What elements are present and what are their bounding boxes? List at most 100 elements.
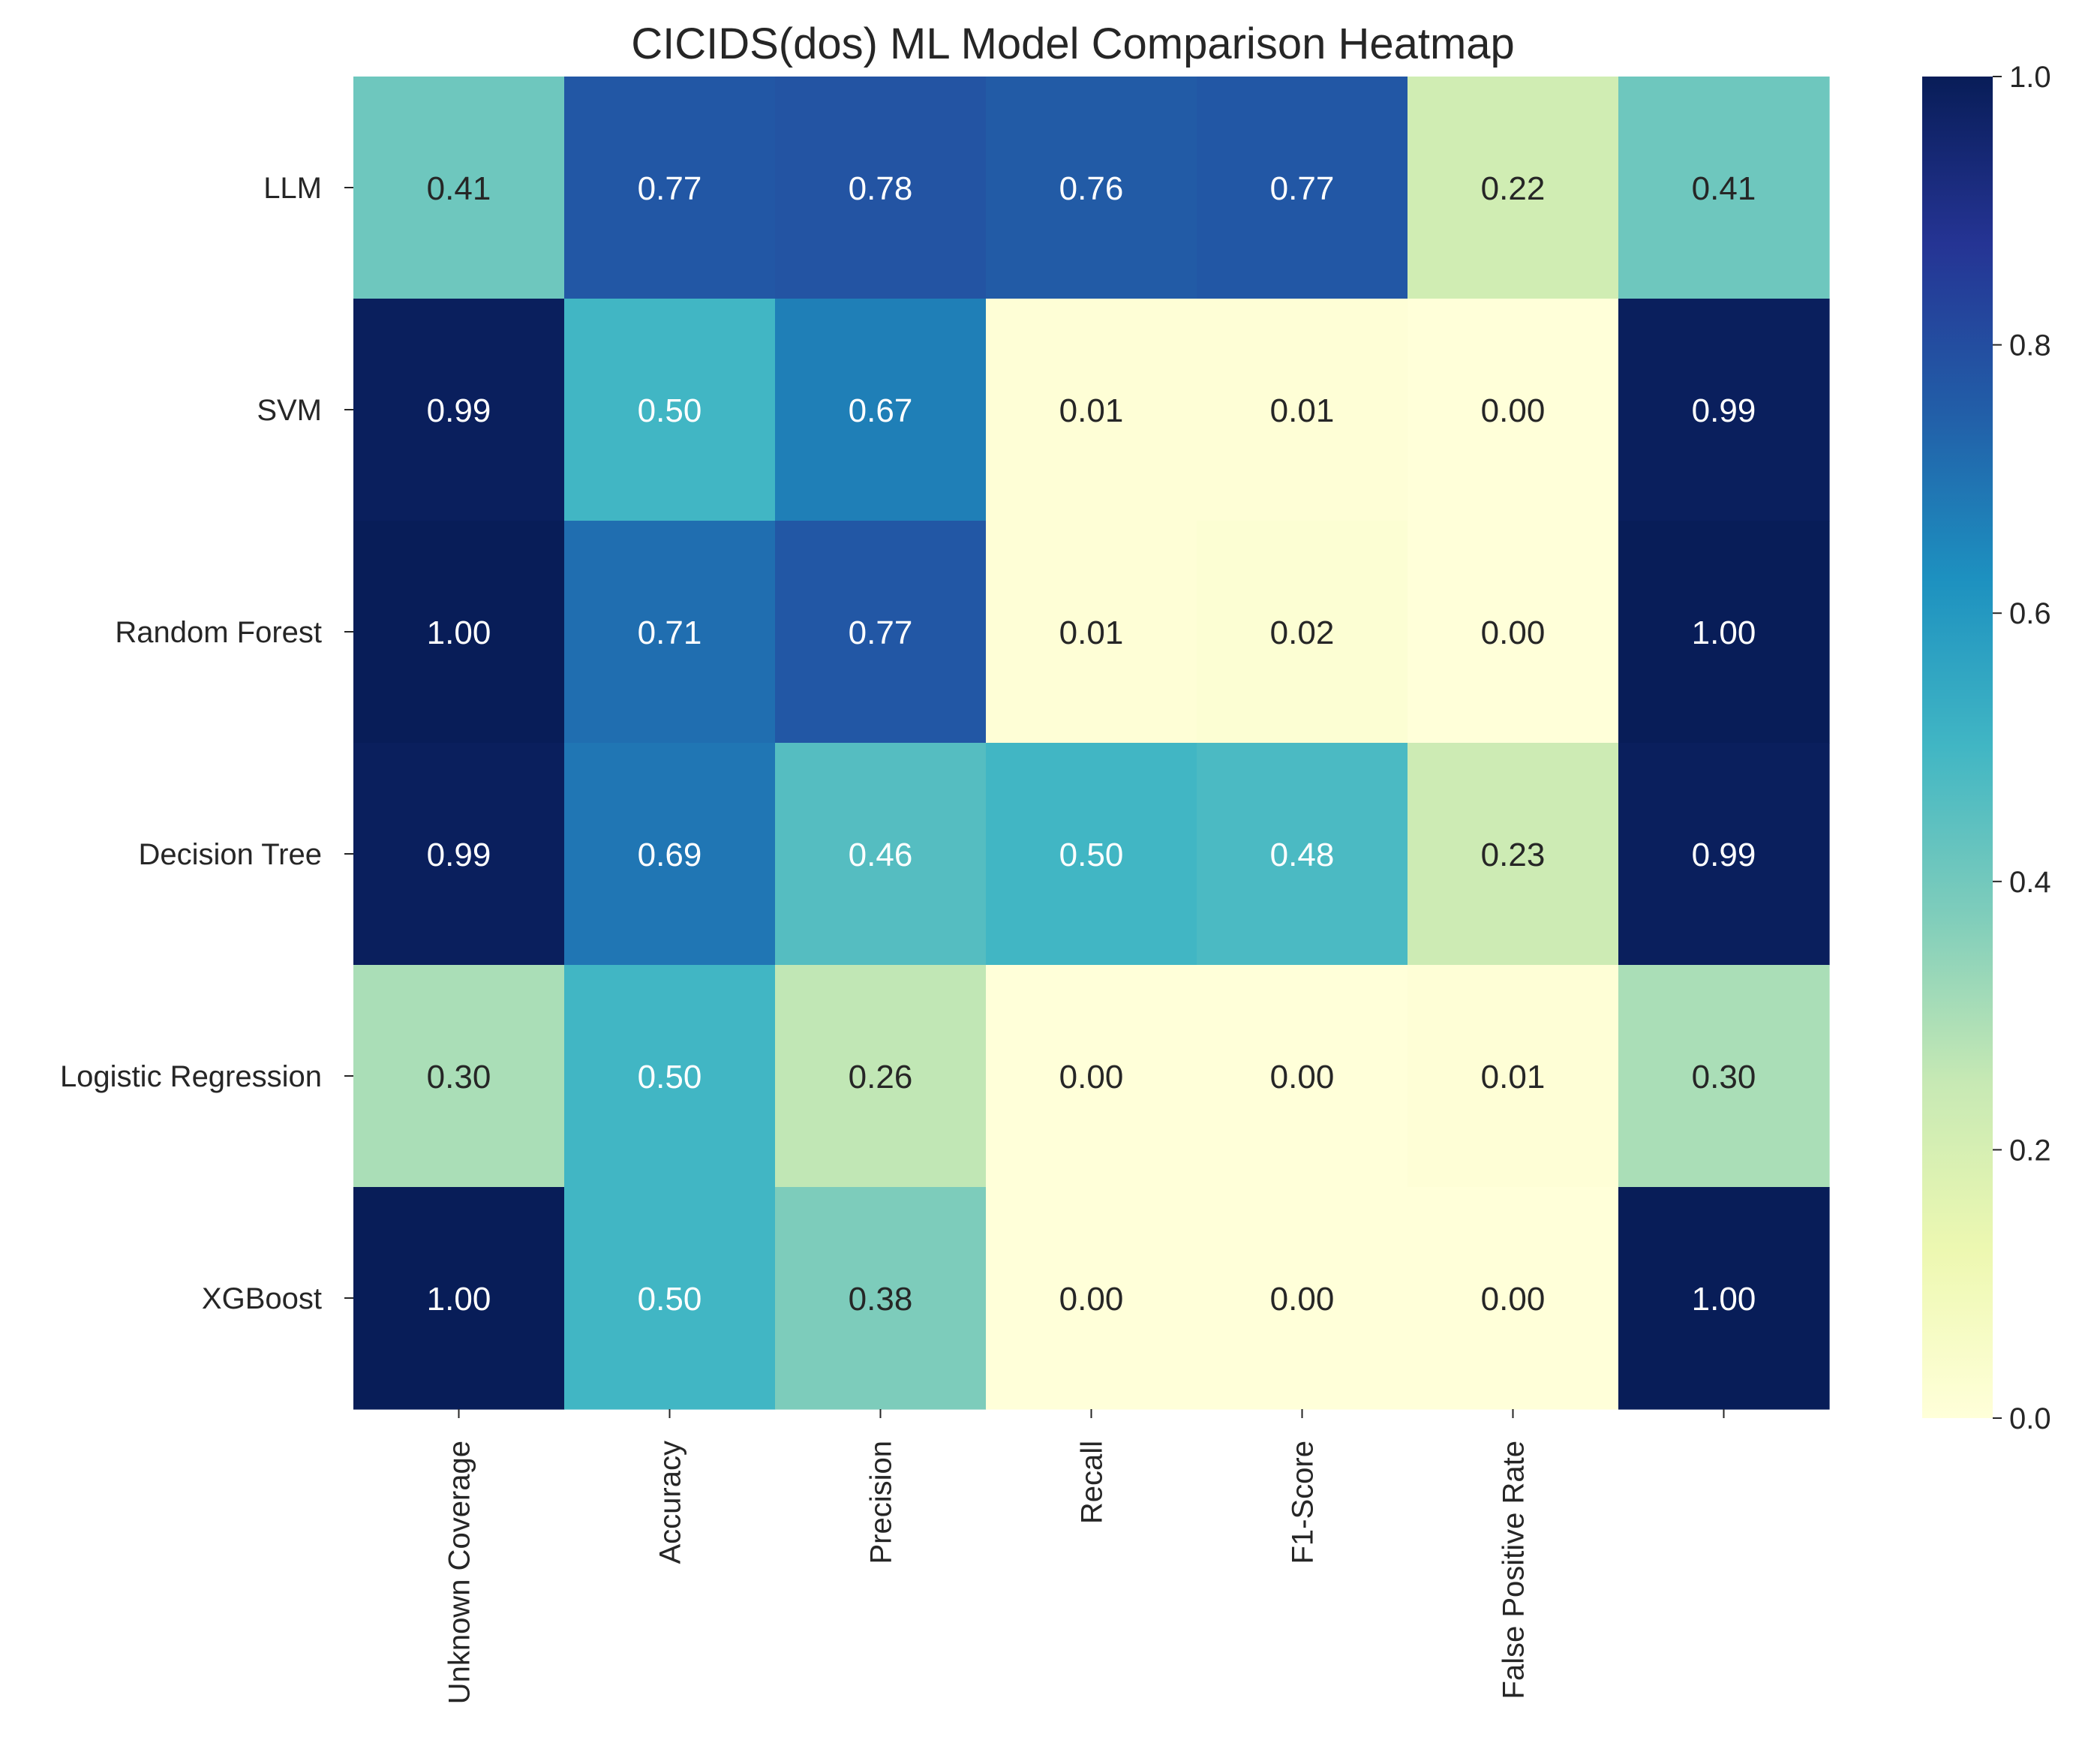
cell-annotations: 0.41 0.77 0.78 0.76 0.77 0.22 0.41 0.99 0.50 0.67… — [427, 170, 1756, 1318]
cell-value-label: 0.01 — [1059, 392, 1124, 429]
heatmap-cell — [986, 299, 1197, 521]
heatmap-cell — [1408, 77, 1619, 299]
cell-value-label: 0.50 — [638, 1281, 702, 1318]
heatmap-cells — [353, 77, 1830, 1410]
heatmap-cell — [775, 1187, 987, 1410]
cell-value-label: 0.00 — [1059, 1059, 1124, 1095]
heatmap-cell — [353, 743, 565, 966]
heatmap-cell — [564, 77, 776, 299]
cell-value-label: 0.50 — [638, 392, 702, 429]
cell-value-label: 0.41 — [1692, 170, 1756, 207]
cell-value-label: 0.71 — [638, 615, 702, 651]
heatmap-cell — [564, 965, 776, 1188]
heatmap-cell — [775, 77, 987, 299]
cell-value-label: 1.00 — [427, 1281, 491, 1318]
heatmap-cell — [564, 743, 776, 966]
heatmap-cell — [1618, 965, 1830, 1188]
cell-value-label: 0.23 — [1481, 837, 1546, 873]
cell-value-label: 0.26 — [849, 1059, 913, 1095]
colorbar-tick-label: 0.4 — [2009, 866, 2051, 899]
cell-value-label: 0.00 — [1481, 392, 1546, 429]
cell-value-label: 1.00 — [1692, 1281, 1756, 1318]
cell-value-label: 0.50 — [638, 1059, 702, 1095]
colorbar-tick-label: 0.8 — [2009, 329, 2051, 362]
heatmap-cell — [564, 521, 776, 744]
heatmap-cell — [986, 521, 1197, 744]
colorbar: 0.0 0.2 0.4 0.6 0.8 1.0 — [1922, 61, 2051, 1435]
heatmap-cell — [775, 521, 987, 744]
heatmap-cell — [1618, 77, 1830, 299]
cell-value-label: 0.99 — [427, 392, 491, 429]
column-label: Unknown Coverage — [443, 1441, 476, 1704]
cell-value-label: 0.50 — [1059, 837, 1124, 873]
colorbar-tick-label: 0.6 — [2009, 597, 2051, 630]
heatmap-cell — [353, 77, 565, 299]
column-label: Precision — [865, 1441, 898, 1564]
cell-value-label: 0.01 — [1059, 615, 1124, 651]
heatmap-cell — [986, 1187, 1197, 1410]
colorbar-tick-label: 1.0 — [2009, 61, 2051, 94]
heatmap-cell — [1618, 1187, 1830, 1410]
row-label: LLM — [263, 172, 322, 205]
heatmap-cell — [1618, 743, 1830, 966]
row-label: XGBoost — [202, 1282, 322, 1315]
cell-value-label: 0.99 — [1692, 837, 1756, 873]
cell-value-label: 0.77 — [1270, 170, 1335, 207]
cell-value-label: 0.00 — [1059, 1281, 1124, 1318]
cell-value-label: 0.99 — [1692, 392, 1756, 429]
cell-value-label: 0.01 — [1481, 1059, 1546, 1095]
heatmap-cell — [775, 743, 987, 966]
cell-value-label: 0.38 — [849, 1281, 913, 1318]
heatmap-cell — [1408, 965, 1619, 1188]
cell-value-label: 0.00 — [1270, 1059, 1335, 1095]
cell-value-label: 0.00 — [1270, 1281, 1335, 1318]
cell-value-label: 0.02 — [1270, 615, 1335, 651]
heatmap-cell — [986, 77, 1197, 299]
row-labels: LLM SVM Random Forest Decision Tree Logistic… — [60, 172, 353, 1315]
cell-value-label: 1.00 — [427, 615, 491, 651]
colorbar-tick-label: 0.0 — [2009, 1402, 2051, 1435]
cell-value-label: 0.30 — [1692, 1059, 1756, 1095]
cell-value-label: 0.76 — [1059, 170, 1124, 207]
heatmap-cell — [1197, 77, 1408, 299]
heatmap-cell — [775, 965, 987, 1188]
heatmap-cell — [564, 299, 776, 521]
heatmap-cell — [1408, 1187, 1619, 1410]
colorbar-tick-label: 0.2 — [2009, 1134, 2051, 1167]
column-label: Recall — [1076, 1441, 1109, 1524]
cell-value-label: 0.69 — [638, 837, 702, 873]
cell-value-label: 1.00 — [1692, 615, 1756, 651]
heatmap-cell — [1197, 299, 1408, 521]
column-label: F1-Score — [1287, 1441, 1320, 1564]
row-label: Logistic Regression — [60, 1060, 322, 1093]
cell-value-label: 0.77 — [638, 170, 702, 207]
heatmap-cell — [775, 299, 987, 521]
cell-value-label: 0.77 — [849, 615, 913, 651]
heatmap-cell — [986, 743, 1197, 966]
cell-value-label: 0.01 — [1270, 392, 1335, 429]
chart-title: CICIDS(dos) ML Model Comparison Heatmap — [631, 20, 1515, 68]
row-label: SVM — [257, 394, 322, 427]
heatmap-cell — [564, 1187, 776, 1410]
cell-value-label: 0.00 — [1481, 615, 1546, 651]
column-label: False Positive Rate — [1498, 1441, 1531, 1699]
heatmap-cell — [353, 299, 565, 521]
row-label: Decision Tree — [138, 838, 322, 871]
cell-value-label: 0.67 — [849, 392, 913, 429]
cell-value-label: 0.00 — [1481, 1281, 1546, 1318]
cell-value-label: 0.22 — [1481, 170, 1546, 207]
column-labels: Unknown Coverage Accuracy Precision Recall F… — [443, 1409, 1725, 1704]
heatmap-cell — [1197, 965, 1408, 1188]
row-label: Random Forest — [115, 616, 322, 649]
colorbar-gradient — [1922, 77, 1993, 1418]
heatmap-cell — [1618, 299, 1830, 521]
heatmap-cell — [353, 521, 565, 744]
heatmap-cell — [353, 1187, 565, 1410]
heatmap-cell — [1197, 521, 1408, 744]
heatmap-cell — [353, 965, 565, 1188]
cell-value-label: 0.99 — [427, 837, 491, 873]
cell-value-label: 0.41 — [427, 170, 491, 207]
heatmap-cell — [1408, 299, 1619, 521]
heatmap-cell — [1197, 743, 1408, 966]
